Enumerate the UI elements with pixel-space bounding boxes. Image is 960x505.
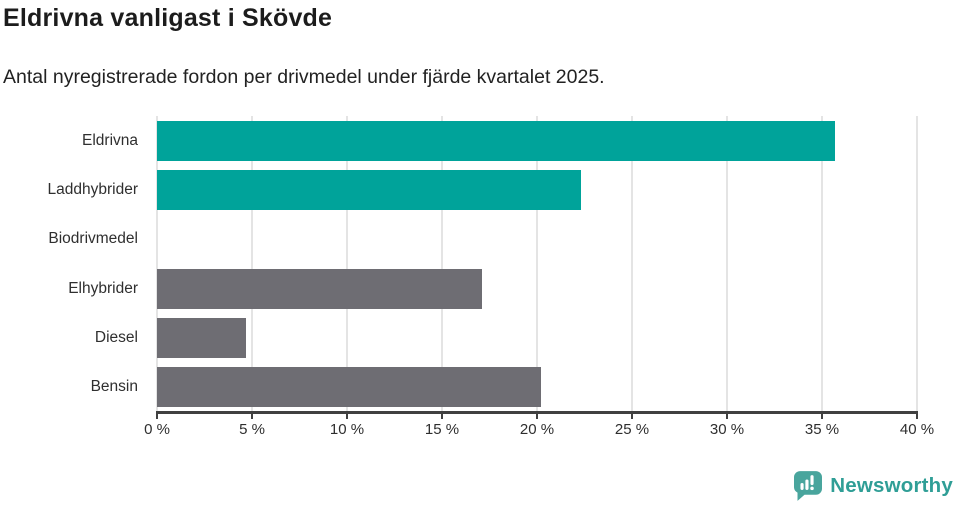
category-label-diesel: Diesel [94,328,138,346]
chart-subtitle: Antal nyregistrerade fordon per drivmede… [3,66,605,88]
chart-title: Eldrivna vanligast i Skövde [3,4,333,32]
gridline-10 [346,116,348,412]
tick-label-25: 25 % [614,421,650,438]
logo-bar-short [800,482,804,490]
category-labels: Eldrivna Laddhybrider Biodrivmedel Elhybrid… [0,116,147,412]
tick-mark-10 [346,413,348,419]
tick-label-30: 30 % [709,421,745,438]
gridline-20 [536,116,538,412]
tick-label-40: 40 % [899,421,935,438]
gridline-40 [916,116,918,412]
bar-bensin [157,367,541,408]
gridline-25 [631,116,633,412]
logo-exclamation-bar [810,475,814,486]
tick-label-35: 35 % [804,421,840,438]
category-label-biodrivmedel: Biodrivmedel [48,230,138,248]
brand-footer: Newsworthy [794,471,953,501]
tick-mark-30 [726,413,728,419]
category-label-elhybrider: Elhybrider [68,279,138,297]
x-axis-line [156,411,918,414]
bar-eldrivna [157,120,836,161]
category-label-laddhybrider: Laddhybrider [47,180,138,198]
plot-area [156,116,918,412]
tick-mark-5 [251,413,253,419]
tick-label-20: 20 % [519,421,555,438]
gridline-30 [726,116,728,412]
tick-label-5: 5 % [239,421,265,438]
category-label-bensin: Bensin [90,378,138,396]
gridline-0 [156,116,158,412]
logo-bar-tall [805,479,809,490]
tick-label-15: 15 % [424,421,460,438]
tick-mark-0 [156,413,158,419]
brand-name: Newsworthy [830,474,953,497]
tick-mark-40 [916,413,918,419]
gridline-15 [441,116,443,412]
tick-mark-25 [631,413,633,419]
bar-laddhybrider [157,170,581,210]
tick-label-10: 10 % [329,421,365,438]
tick-mark-35 [821,413,823,419]
newsworthy-logo-icon [794,471,823,501]
logo-exclamation-dot [810,486,815,491]
gridline-5 [251,116,253,412]
category-label-eldrivna: Eldrivna [82,131,138,149]
gridline-35 [821,116,823,412]
bar-elhybrider [157,268,482,309]
tick-label-0: 0 % [144,421,170,438]
tick-mark-15 [441,413,443,419]
bar-diesel [157,318,247,358]
tick-mark-20 [536,413,538,419]
